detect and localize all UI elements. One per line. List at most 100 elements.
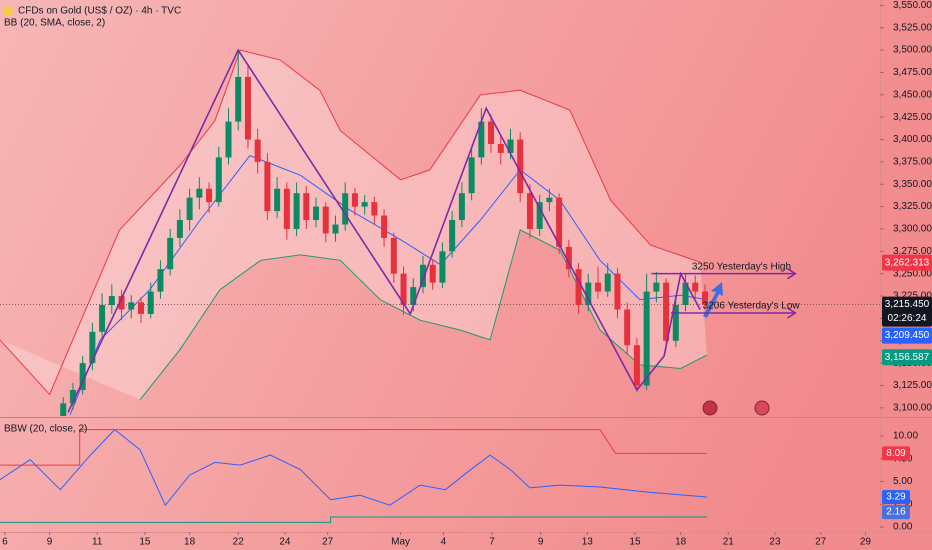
x-tick-label: 7 (489, 537, 495, 548)
candle-body (410, 287, 417, 305)
value-badge-label: 8.09 (886, 448, 906, 459)
candle-body (400, 273, 407, 305)
price-badge (882, 349, 932, 366)
x-tick-label: 6 (2, 537, 8, 548)
candle-body (313, 206, 320, 221)
candle-body (351, 193, 358, 207)
candle-body (439, 251, 446, 283)
y-tick-label: 3,375.000 (893, 157, 932, 168)
candle-body (585, 282, 592, 305)
candle-body (458, 193, 465, 221)
price-badge-label: 3,215.450 (885, 299, 930, 310)
candle-body (118, 296, 125, 310)
value-badge-label: 3.29 (886, 492, 906, 503)
y-tick-label: 3,500.000 (893, 45, 932, 56)
y-tick-label: 3,525.000 (893, 22, 932, 33)
indicator-pane (0, 428, 707, 523)
price-badge-label: 3,209.450 (885, 330, 930, 341)
y-tick-label: 3,125.000 (893, 380, 932, 391)
y-tick-label: 3,275.000 (893, 246, 932, 257)
candle-body (167, 237, 174, 270)
y-tick-label: 0.00 (893, 522, 913, 533)
indicator-line (0, 429, 707, 466)
candle-body (283, 188, 290, 229)
candle-body (488, 121, 495, 144)
chart-title: CFDs on Gold (US$ / OZ) · 4h · TVC (18, 6, 181, 17)
indicator-label: BB (20, SMA, close, 2) (4, 18, 105, 29)
candle-body (322, 206, 329, 234)
candle-body (663, 282, 670, 341)
candle-body (137, 302, 144, 314)
candle-body (303, 193, 310, 221)
x-tick-label: 15 (629, 537, 641, 548)
candle-body (342, 193, 349, 225)
y-tick-label: 3,300.000 (893, 224, 932, 235)
candle-body (595, 282, 602, 292)
y-tick-label: 3,100.000 (893, 402, 932, 413)
candle-body (536, 202, 543, 229)
x-tick-label: 9 (47, 537, 53, 548)
y-tick-label: 3,450.000 (893, 89, 932, 100)
level-arrow (787, 268, 797, 280)
level-label: 3206 Yesterday's Low (703, 301, 801, 312)
candle-body (79, 363, 86, 390)
candle-body (653, 282, 660, 292)
price-badge (882, 254, 932, 271)
countdown: 02:26:24 (888, 313, 927, 324)
x-tick-label: 15 (139, 537, 151, 548)
x-tick-label: 9 (538, 537, 544, 548)
x-tick-label: 4 (441, 537, 447, 548)
candle-body (478, 121, 485, 158)
y-tick-label: 3,350.000 (893, 179, 932, 190)
candle-body (128, 302, 135, 310)
price-badge (882, 296, 932, 327)
band-line (0, 49, 701, 396)
price-badge (882, 327, 932, 344)
candle-body (371, 202, 378, 216)
candle-body (60, 403, 67, 416)
candle-body (429, 264, 436, 283)
y-tick-label: 3,325.000 (893, 201, 932, 212)
candle-body (556, 197, 563, 247)
candle-body (332, 224, 339, 234)
x-tick-label: 13 (582, 537, 594, 548)
candle-body (264, 161, 271, 212)
y-tick-label: 2.50 (893, 499, 913, 510)
event-icon[interactable] (702, 400, 718, 416)
value-badge (882, 490, 910, 505)
candle-body (682, 282, 689, 305)
value-badge (882, 446, 910, 461)
event-icon[interactable] (754, 400, 770, 416)
y-tick-label: 3,475.000 (893, 67, 932, 78)
forecast-arrow (703, 282, 723, 318)
candle-body (390, 237, 397, 274)
candle-body (196, 188, 203, 198)
x-tick-label: 22 (233, 537, 245, 548)
candle-body (225, 121, 232, 158)
band-line (139, 229, 708, 401)
candle-body (99, 304, 106, 332)
y-tick-label: 3,400.000 (893, 134, 932, 145)
candle-body (692, 282, 699, 292)
candle-body (604, 273, 611, 292)
candle-body (507, 139, 514, 153)
y-tick-label: 3,550.000 (893, 0, 932, 11)
candle-body (186, 197, 193, 221)
x-tick-label: 11 (92, 537, 103, 548)
y-tick-label: 3,425.000 (893, 112, 932, 123)
candle-body (546, 197, 553, 203)
candle-body (274, 188, 281, 212)
y-tick-label: 3,225.000 (893, 291, 932, 302)
candle-body (701, 291, 708, 305)
price-badge-label: 3,262.313 (885, 257, 930, 268)
y-tick-label: 10.00 (893, 431, 918, 442)
y-tick-label: 5.00 (893, 476, 913, 487)
candle-body (206, 188, 213, 203)
candle-body (176, 220, 183, 238)
value-badge-label: 2.16 (886, 507, 906, 518)
band-fill (0, 50, 707, 400)
candle-body (108, 296, 115, 305)
x-tick-label: 18 (184, 537, 196, 548)
